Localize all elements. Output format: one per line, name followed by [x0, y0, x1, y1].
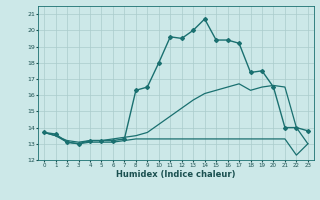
X-axis label: Humidex (Indice chaleur): Humidex (Indice chaleur) — [116, 170, 236, 179]
